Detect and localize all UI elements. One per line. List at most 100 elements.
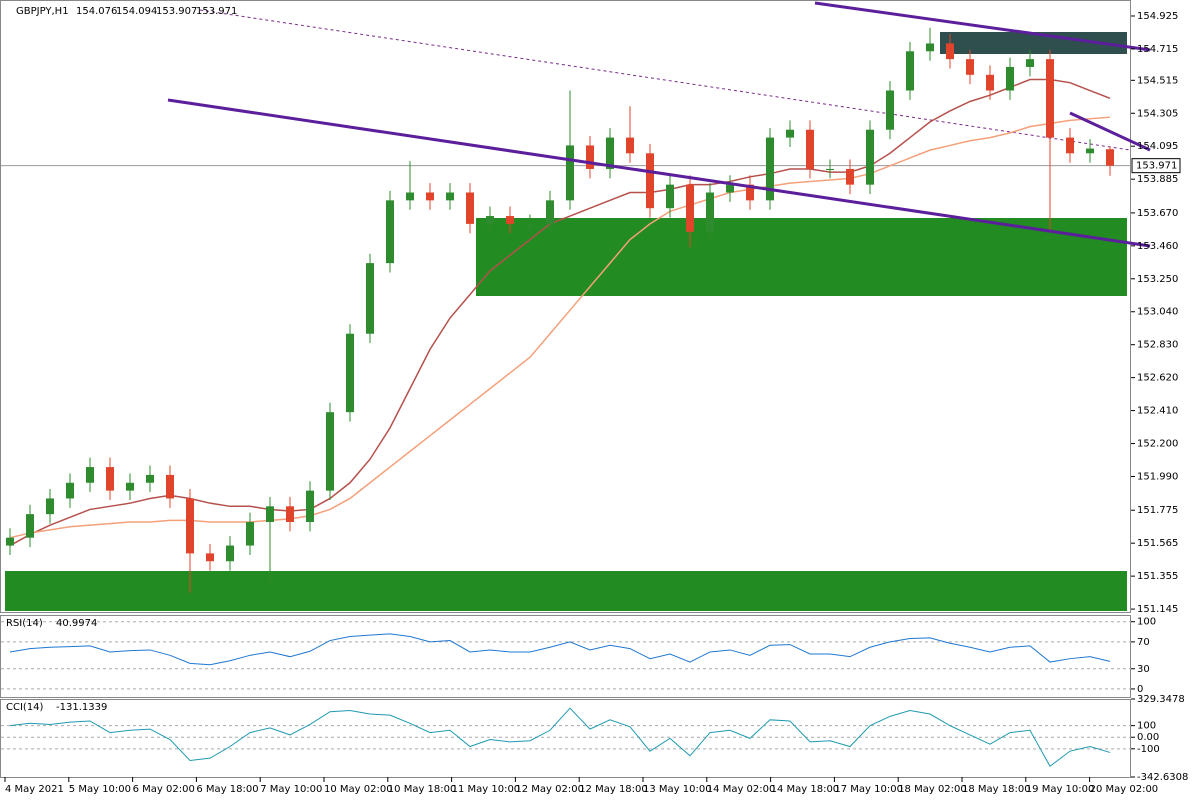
y-tick-label: 153.885 — [1137, 174, 1178, 185]
cci-value: -131.1339 — [56, 702, 107, 713]
x-tick-label: 12 May 18:00 — [579, 784, 648, 795]
x-tick-label: 20 May 02:00 — [1090, 784, 1159, 795]
candle-body — [1106, 149, 1114, 166]
cci-title: CCI(14) — [6, 702, 44, 713]
y-tick-label: 154.515 — [1137, 75, 1178, 86]
candle-body — [1066, 137, 1074, 154]
x-tick-label: 18 May 02:00 — [898, 784, 967, 795]
x-tick-label: 12 May 02:00 — [515, 784, 584, 795]
y-tick-label: 154.925 — [1137, 11, 1178, 22]
demand-zone — [5, 571, 1127, 611]
candle-body — [186, 498, 194, 554]
y-tick-label: 70 — [1137, 637, 1150, 648]
y-tick-label: 30 — [1137, 664, 1150, 675]
y-tick-label: 154.715 — [1137, 44, 1178, 55]
candle-body — [786, 129, 794, 138]
y-tick-label: 151.775 — [1137, 505, 1178, 516]
y-tick-label: -100 — [1137, 744, 1160, 755]
candle-body — [86, 467, 94, 483]
candle-body — [846, 168, 854, 185]
y-tick-label: 151.355 — [1137, 571, 1178, 582]
candle-body — [686, 184, 694, 232]
candle-body — [506, 216, 514, 224]
candle-body — [526, 223, 534, 225]
candle-body — [266, 506, 274, 522]
x-tick-label: 13 May 10:00 — [643, 784, 712, 795]
x-tick-label: 6 May 02:00 — [133, 784, 195, 795]
y-tick-label: -342.6308 — [1137, 772, 1188, 783]
candle-body — [746, 184, 754, 201]
candle-body — [546, 200, 554, 224]
candle-body — [66, 482, 74, 499]
candle-body — [386, 200, 394, 264]
y-tick-label: 153.040 — [1137, 307, 1178, 318]
candle-body — [1046, 59, 1054, 138]
y-tick-label: 151.565 — [1137, 538, 1178, 549]
candle-body — [306, 490, 314, 522]
y-tick-label: 0 — [1137, 684, 1143, 695]
candle-body — [106, 467, 114, 491]
rsi-panel — [0, 615, 1131, 698]
candle-body — [986, 74, 994, 91]
candle-body — [646, 153, 654, 209]
candle-body — [246, 521, 254, 546]
candle-body — [286, 506, 294, 522]
candle-body — [206, 553, 214, 562]
x-tick-label: 17 May 10:00 — [834, 784, 903, 795]
candle-body — [326, 412, 334, 491]
indicator-line — [9, 707, 1111, 767]
candle-body — [826, 168, 834, 170]
candle-body — [406, 192, 414, 201]
candle-body — [666, 184, 674, 209]
y-tick-label: 154.305 — [1137, 108, 1178, 119]
indicator-line — [9, 633, 1111, 666]
y-tick-label: 100 — [1137, 617, 1156, 628]
candle-body — [1006, 66, 1014, 91]
y-tick-label: 152.620 — [1137, 373, 1178, 384]
candle-body — [626, 137, 634, 154]
candle-body — [166, 474, 174, 499]
price-tag-bg — [1131, 158, 1181, 174]
candle-body — [486, 216, 494, 224]
last-low: 153.907 — [156, 6, 197, 17]
x-tick-label: 10 May 02:00 — [324, 784, 393, 795]
candle-body — [606, 137, 614, 169]
x-tick-label: 14 May 18:00 — [771, 784, 840, 795]
x-tick-label: 4 May 2021 — [5, 784, 64, 795]
candle-body — [446, 192, 454, 201]
last-open: 154.076 — [76, 6, 117, 17]
main-panel — [0, 0, 1131, 613]
x-tick-label: 5 May 10:00 — [69, 784, 131, 795]
candle-body — [346, 333, 354, 413]
candle-body — [906, 51, 914, 91]
symbol-title: GBPJPY,H1 — [16, 6, 69, 17]
trendline — [1069, 111, 1151, 152]
x-tick-label: 14 May 02:00 — [707, 784, 776, 795]
y-tick-label: 152.410 — [1137, 406, 1178, 417]
candle-body — [706, 192, 714, 232]
y-tick-label: 153.460 — [1137, 241, 1178, 252]
y-tick-label: 151.145 — [1137, 604, 1178, 615]
candle-body — [966, 59, 974, 75]
y-tick-label: 153.670 — [1137, 208, 1178, 219]
candle-body — [946, 43, 954, 60]
dotted-trendline — [199, 9, 1131, 151]
cci-panel — [0, 699, 1131, 778]
candle-body — [766, 137, 774, 201]
trendline — [814, 1, 1151, 52]
last-high: 154.094 — [116, 6, 157, 17]
candle-body — [426, 192, 434, 201]
candle-body — [806, 129, 814, 169]
y-tick-label: 329.3478 — [1137, 694, 1185, 705]
candle-body — [726, 184, 734, 193]
candle-body — [146, 474, 154, 483]
y-tick-label: 151.990 — [1137, 471, 1178, 482]
candle-body — [46, 498, 54, 515]
y-tick-label: 154.095 — [1137, 141, 1178, 152]
y-tick-label: 152.830 — [1137, 340, 1178, 351]
x-tick-label: 11 May 10:00 — [452, 784, 521, 795]
rsi-title: RSI(14) — [6, 618, 43, 629]
candle-body — [586, 145, 594, 169]
candle-body — [466, 192, 474, 224]
